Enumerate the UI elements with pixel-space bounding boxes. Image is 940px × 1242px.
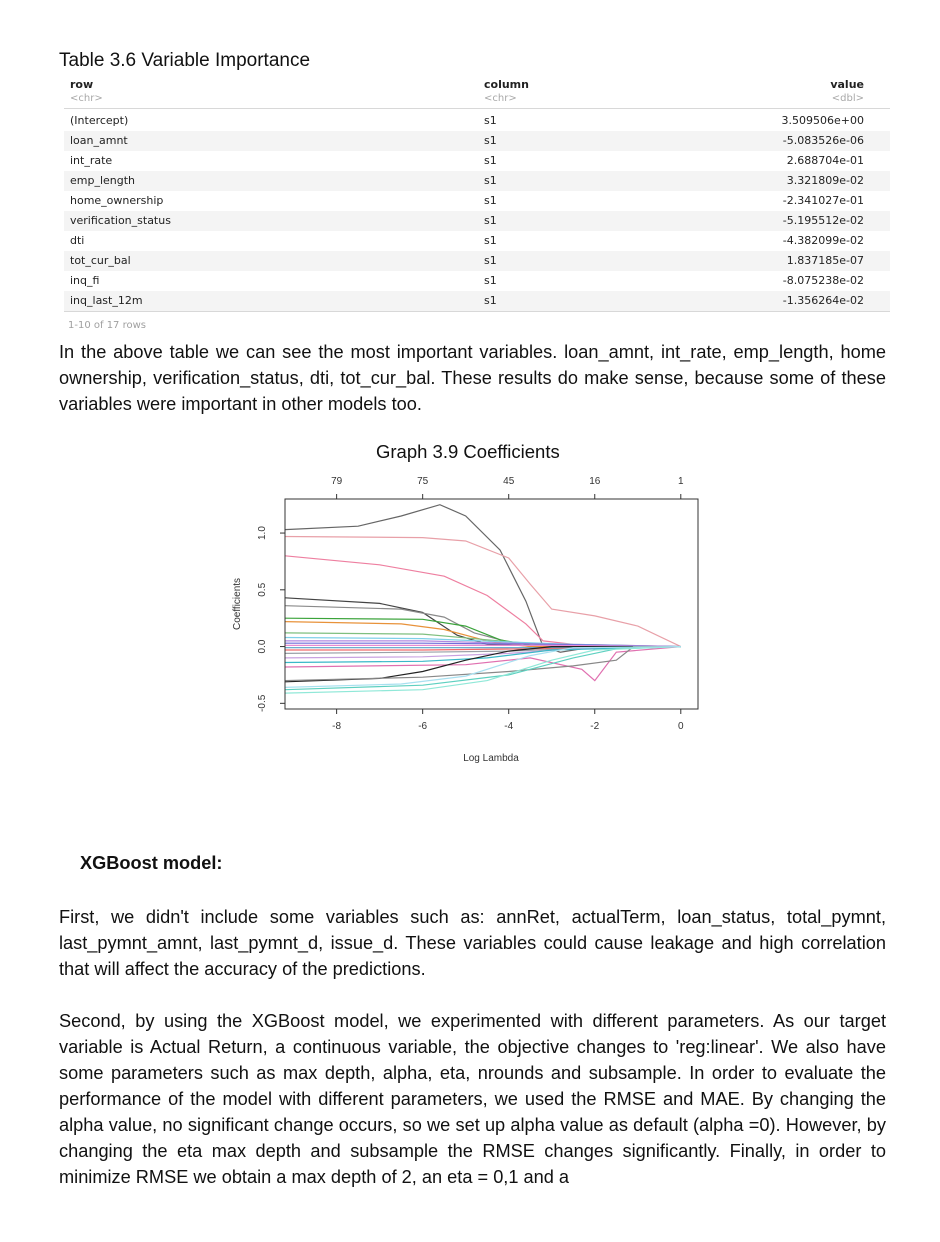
x-tick-label: -8 (332, 721, 341, 732)
table-row: int_rate s1 2.688704e-01 (64, 151, 890, 171)
cell-column: s1 (484, 154, 497, 167)
cell-column: s1 (484, 274, 497, 287)
cell-row: home_ownership (70, 194, 164, 207)
cell-column: s1 (484, 134, 497, 147)
chart-title: Graph 3.9 Coefficients (376, 441, 560, 462)
header-column: column <chr> (484, 78, 529, 106)
cell-value: -5.195512e-02 (782, 214, 864, 227)
cell-column: s1 (484, 214, 497, 227)
paragraph-excluded-variables: First, we didn't include some variables … (59, 907, 886, 979)
y-tick-label: 0.5 (257, 582, 268, 596)
top-tick-label: 45 (503, 476, 515, 487)
table-row: (Intercept) s1 3.509506e+00 (64, 111, 890, 131)
header-column-type: <chr> (484, 93, 517, 104)
x-tick-label: -4 (504, 721, 513, 732)
header-row-name: row (70, 78, 94, 91)
table-row: loan_amnt s1 -5.083526e-06 (64, 131, 890, 151)
table-header: row <chr> column <chr> value <dbl> (64, 78, 890, 109)
cell-row: verification_status (70, 214, 171, 227)
table-row: dti s1 -4.382099e-02 (64, 231, 890, 251)
paragraph-parameter-tuning: Second, by using the XGBoost model, we e… (59, 1011, 886, 1187)
cell-value: 2.688704e-01 (786, 154, 864, 167)
cell-value: -4.382099e-02 (782, 234, 864, 247)
cell-column: s1 (484, 114, 497, 127)
header-value-type: <dbl> (831, 93, 864, 104)
table-row: inq_last_12m s1 -1.356264e-02 (64, 291, 890, 311)
table-row: home_ownership s1 -2.341027e-01 (64, 191, 890, 211)
coefficients-chart: -8 -6 -4 -2 0 -0.5 0.0 0.5 1.0 79 75 45 16 1 Log Lamb… (232, 476, 699, 764)
y-tick-label: 1.0 (257, 526, 268, 540)
paragraph-variable-importance: In the above table we can see the most i… (59, 342, 886, 414)
table-row: tot_cur_bal s1 1.837185e-07 (64, 251, 890, 271)
cell-row: dti (70, 234, 85, 247)
cell-row: inq_last_12m (70, 294, 143, 307)
x-tick-label: -2 (590, 721, 599, 732)
cell-value: 3.321809e-02 (786, 174, 864, 187)
coefficient-path-23 (284, 646, 681, 688)
rows-count-note: 1-10 of 17 rows (68, 320, 146, 331)
cell-column: s1 (484, 174, 497, 187)
cell-value: -2.341027e-01 (782, 194, 864, 207)
top-tick-label: 79 (331, 476, 343, 487)
table-body: (Intercept) s1 3.509506e+00 loan_amnt s1 -5.… (64, 109, 890, 312)
cell-row: int_rate (70, 154, 113, 167)
cell-value: 1.837185e-07 (786, 254, 864, 267)
y-tick-label: -0.5 (257, 694, 268, 712)
coefficient-path-2 (284, 535, 682, 648)
cell-value: -8.075238e-02 (782, 274, 864, 287)
table-row: emp_length s1 3.321809e-02 (64, 171, 890, 191)
y-axis-label: Coefficients (232, 578, 243, 630)
cell-row: (Intercept) (70, 114, 129, 127)
top-tick-label: 75 (417, 476, 429, 487)
cell-value: 3.509506e+00 (781, 114, 864, 127)
axis-layer: -8 -6 -4 -2 0 -0.5 0.0 0.5 1.0 79 75 45 16 1 (257, 476, 684, 732)
header-row: row <chr> (70, 78, 103, 106)
header-column-name: column (484, 78, 529, 91)
header-value: value <dbl> (830, 78, 864, 106)
header-row-type: <chr> (70, 93, 103, 104)
cell-column: s1 (484, 234, 497, 247)
cell-row: loan_amnt (70, 134, 128, 147)
cell-value: -5.083526e-06 (782, 134, 864, 147)
cell-column: s1 (484, 294, 497, 307)
variable-importance-table: row <chr> column <chr> value <dbl> (Inte… (64, 78, 890, 312)
cell-column: s1 (484, 254, 497, 267)
section-heading-xgboost: XGBoost model: (80, 853, 223, 873)
cell-row: tot_cur_bal (70, 254, 131, 267)
coefficient-path-18 (284, 646, 681, 682)
x-tick-label: -6 (418, 721, 427, 732)
coefficient-path-22 (284, 646, 681, 694)
y-tick-label: 0.0 (257, 639, 268, 653)
cell-row: emp_length (70, 174, 136, 187)
cell-value: -1.356264e-02 (782, 294, 864, 307)
top-tick-label: 1 (678, 476, 684, 487)
header-value-name: value (830, 78, 864, 91)
table-row: verification_status s1 -5.195512e-02 (64, 211, 890, 231)
cell-row: inq_fi (70, 274, 100, 287)
table-row: inq_fi s1 -8.075238e-02 (64, 271, 890, 291)
plot-frame (284, 498, 699, 710)
series-layer (284, 504, 682, 694)
table-caption: Table 3.6 Variable Importance (59, 50, 311, 71)
x-tick-label: 0 (678, 721, 684, 732)
coefficient-path-1 (284, 504, 681, 653)
x-axis-label: Log Lambda (463, 753, 519, 764)
top-tick-label: 16 (589, 476, 601, 487)
cell-column: s1 (484, 194, 497, 207)
coefficient-path-17 (284, 646, 681, 664)
